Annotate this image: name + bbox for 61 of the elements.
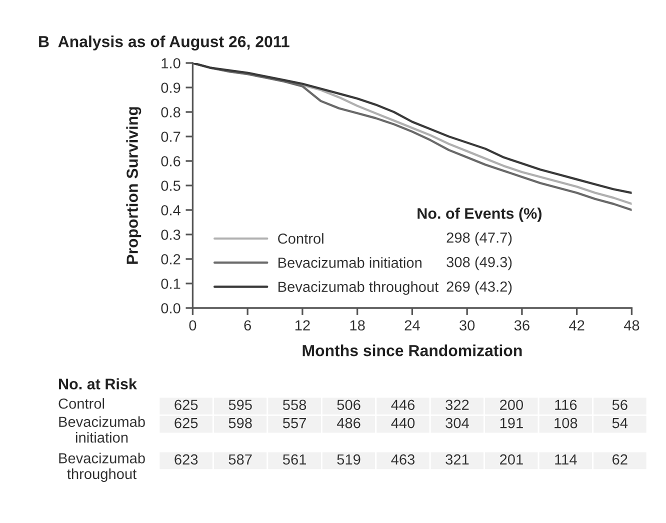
y-tick-label: Control: [58, 398, 104, 409]
data-label: 200: [500, 400, 524, 410]
legend-label: Bevacizumab initiation: [278, 257, 422, 268]
data-label: 595: [228, 400, 252, 410]
x-tick-label: 24: [404, 320, 420, 330]
x-tick-label: 42: [569, 320, 584, 330]
y-tick-label: 1.0: [162, 58, 180, 68]
data-label: 304: [446, 418, 469, 428]
data-label: 116: [555, 400, 577, 410]
data-label: 322: [446, 400, 469, 410]
x-tick-label: 36: [514, 320, 530, 331]
data-label: 506: [337, 400, 360, 410]
y-tick-label: Bevacizumab initiation: [59, 416, 145, 443]
y-tick-label: 0.5: [161, 180, 180, 191]
data-label: 598: [228, 418, 252, 428]
data-label: 446: [391, 400, 415, 410]
y-tick-label: 0.6: [161, 156, 180, 166]
x-tick-label: 6: [244, 320, 251, 331]
x-tick-label: 12: [295, 320, 310, 330]
x-tick-label: 0: [189, 320, 196, 331]
legend-title: No. of Events (%): [418, 208, 542, 222]
data-label: 463: [391, 454, 415, 465]
data-label: 561: [282, 454, 306, 465]
data-label: 201: [500, 454, 523, 465]
y-tick-label: 0.9: [161, 82, 180, 93]
y-tick-label: 0.1: [161, 278, 180, 289]
y-tick-label: 0.2: [161, 254, 180, 264]
data-label: 486: [336, 418, 360, 428]
legend-label: Control: [278, 233, 324, 244]
y-tick-label: 0.0: [161, 303, 180, 314]
annotation: 298 (47.7): [446, 232, 512, 246]
data-label: 191: [500, 418, 523, 428]
x-tick-label: 18: [350, 320, 365, 331]
data-label: 519: [337, 454, 360, 465]
y-tick-label: 0.3: [161, 230, 180, 240]
x-tick-label: 30: [460, 320, 475, 331]
data-label: 321: [446, 454, 469, 465]
data-label: 623: [174, 454, 198, 465]
data-label: 440: [391, 418, 415, 428]
data-label: 557: [282, 418, 306, 428]
data-label: 54: [612, 418, 628, 428]
data-label: 56: [612, 400, 628, 410]
data-label: 62: [612, 454, 628, 465]
annotation: 308 (49.3): [446, 256, 512, 270]
y-tick-label: 0.4: [161, 205, 180, 216]
x-tick-label: 48: [624, 320, 640, 331]
chart-title: No. at Risk: [59, 378, 137, 390]
y-axis-title: Proportion Surviving: [126, 107, 142, 264]
y-tick-label: Bevacizumab throughout: [59, 452, 145, 482]
data-label: 558: [282, 400, 306, 410]
annotation: 269 (43.2): [446, 281, 512, 295]
data-label: 625: [174, 400, 198, 410]
x-axis-title: Months since Randomization: [302, 344, 522, 356]
data-label: 108: [554, 418, 578, 428]
data-label: 587: [228, 454, 252, 465]
chart-title: B Analysis as of August 26, 2011: [39, 36, 290, 50]
legend-label: Bevacizumab throughout: [278, 281, 439, 295]
data-label: 114: [555, 454, 577, 464]
y-tick-label: 0.7: [161, 132, 180, 142]
data-label: 625: [174, 418, 198, 428]
y-tick-label: 0.8: [161, 107, 180, 118]
